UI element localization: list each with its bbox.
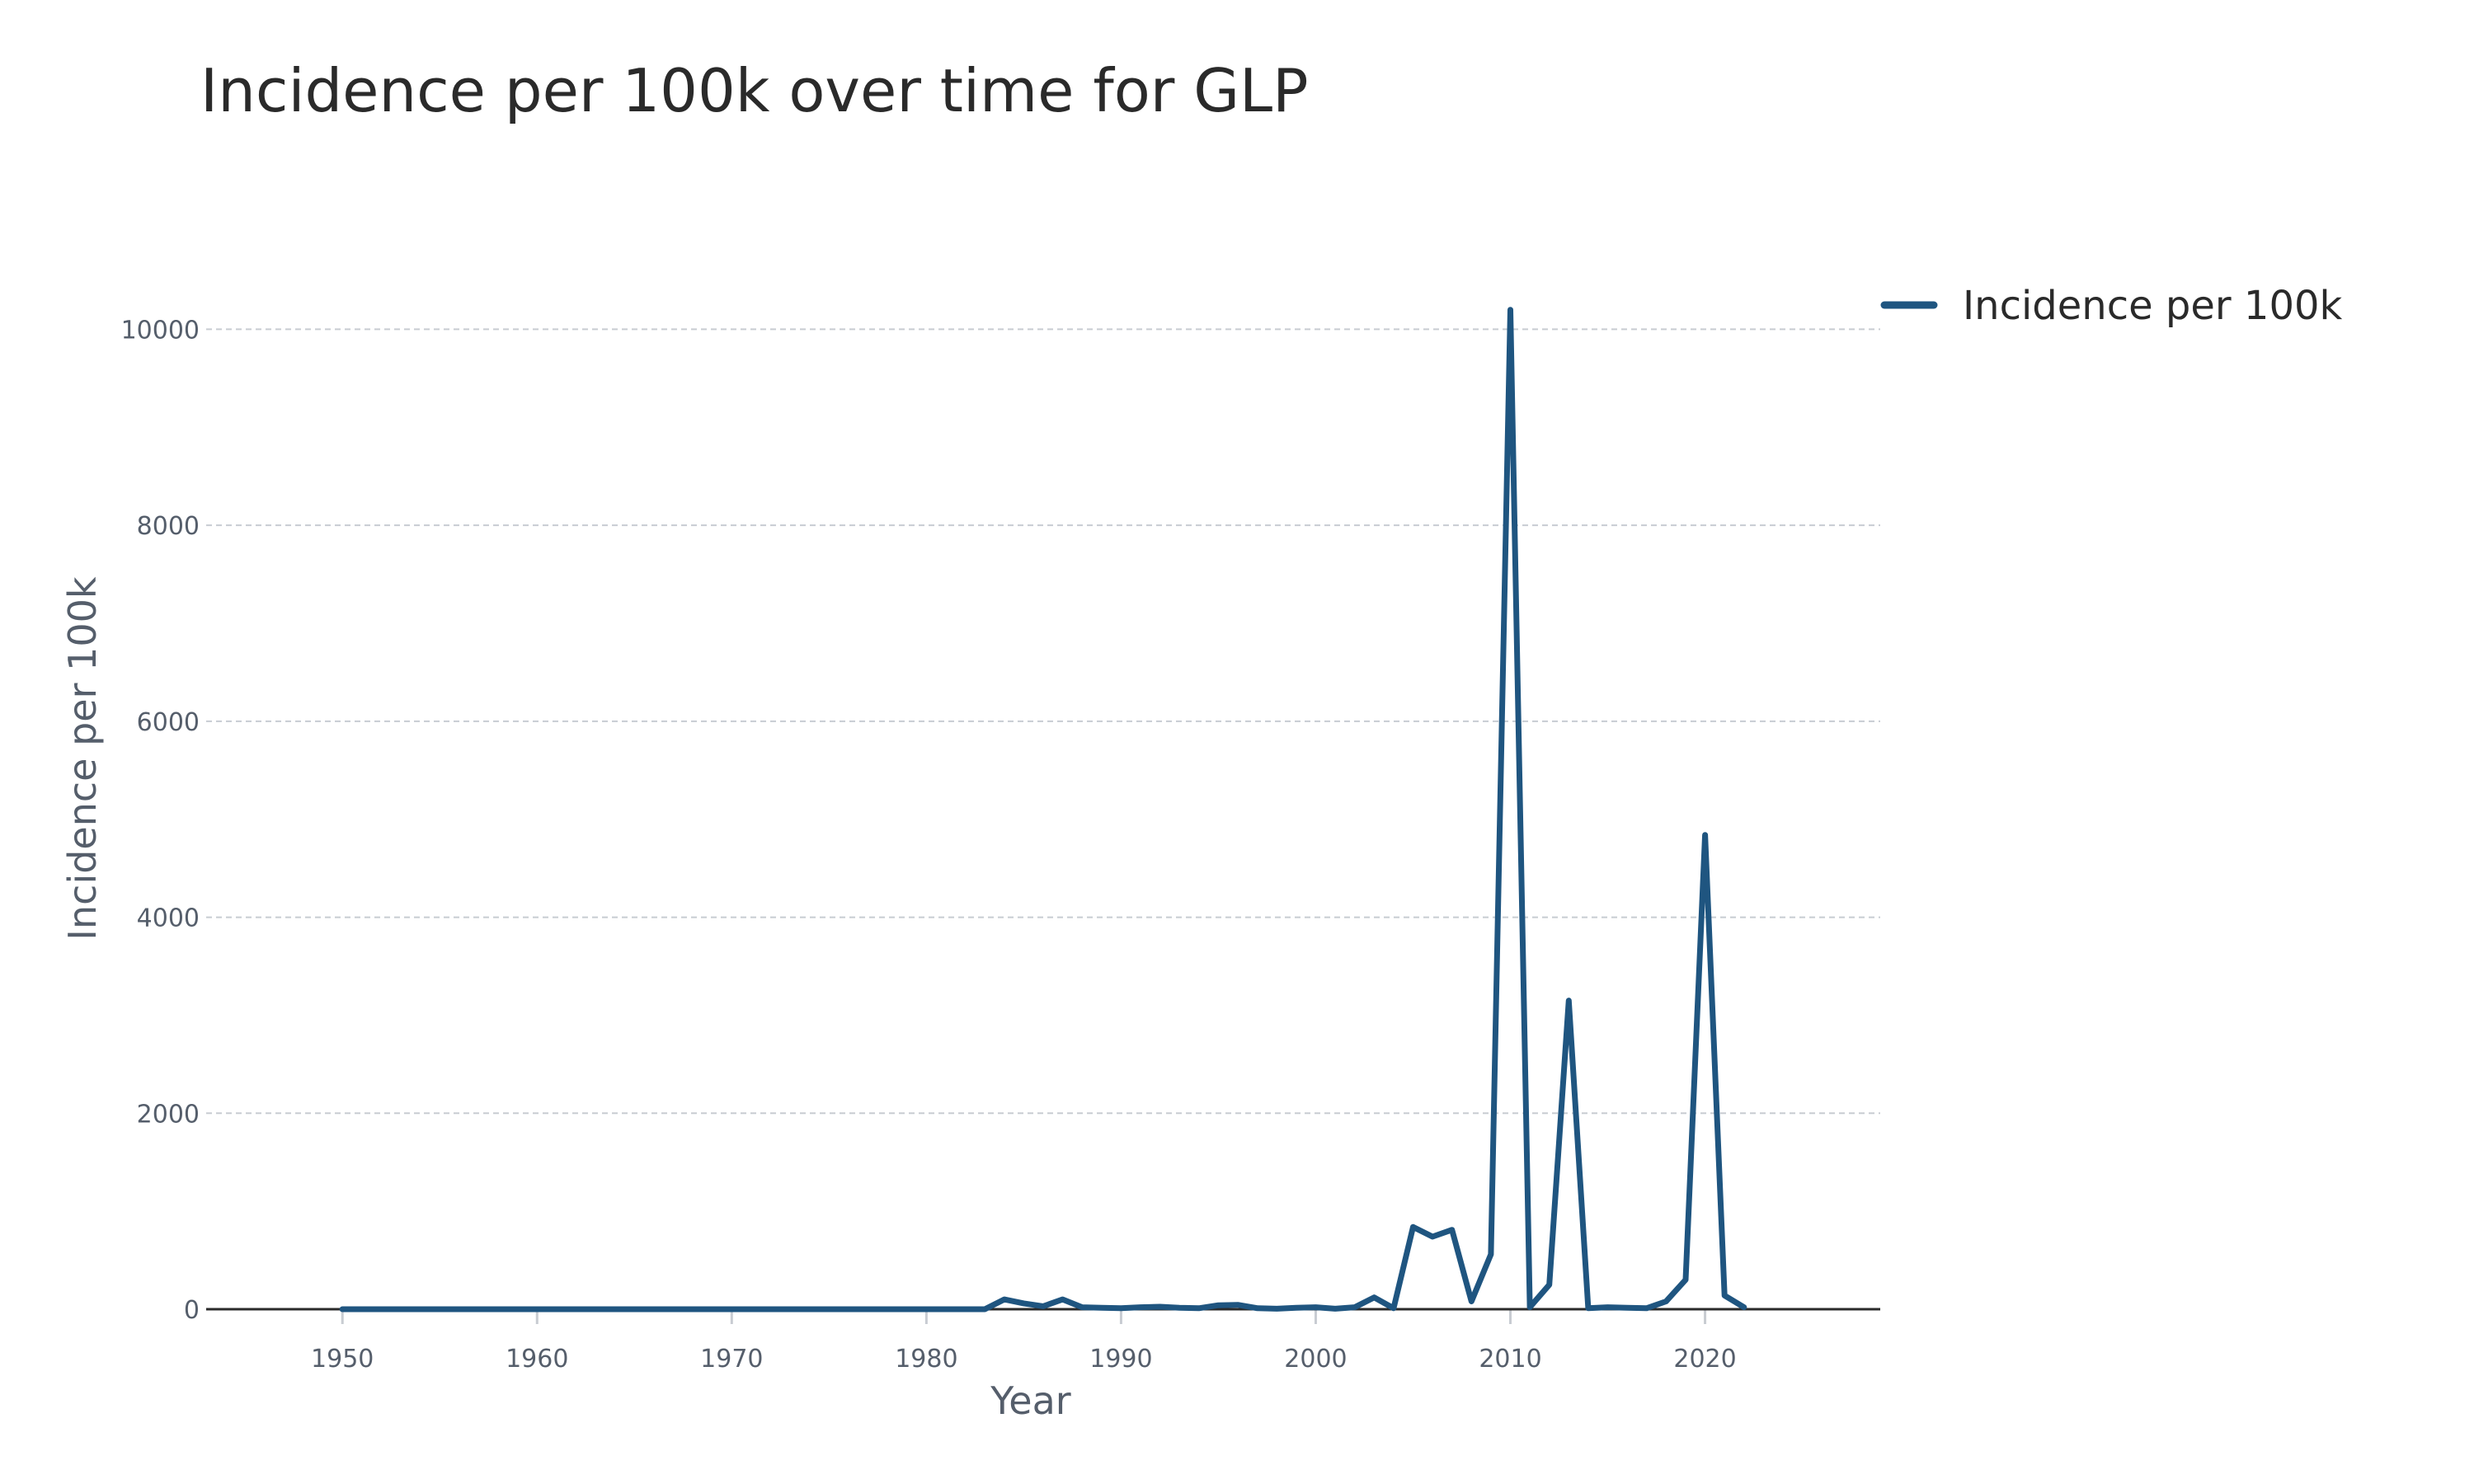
x-tick-label: 1950 (311, 1345, 374, 1374)
y-tick-label: 2000 (137, 1100, 200, 1129)
x-tick-label: 1990 (1089, 1345, 1152, 1374)
x-tick-label: 2000 (1284, 1345, 1347, 1374)
y-tick-label: 8000 (137, 512, 200, 541)
chart-title: Incidence per 100k over time for GLP (200, 56, 1309, 125)
y-tick-label: 0 (184, 1296, 200, 1325)
x-tick-label: 2010 (1479, 1345, 1541, 1374)
y-axis-title: Incidence per 100k (60, 576, 105, 940)
y-tick-label: 10000 (121, 316, 200, 345)
legend-label: Incidence per 100k (1963, 283, 2343, 329)
y-tick-label: 4000 (137, 904, 200, 933)
x-axis: 1950 1960 1970 1980 1990 2000 2010 2020 (311, 1309, 1737, 1374)
series-group (339, 307, 1747, 1313)
x-axis-title: Year (990, 1378, 1070, 1423)
x-tick-label: 1970 (700, 1345, 763, 1374)
gridlines (206, 328, 1880, 1115)
legend: Incidence per 100k (1880, 283, 2343, 329)
y-axis: 0 2000 4000 6000 8000 10000 (121, 316, 200, 1325)
x-tick-label: 2020 (1673, 1345, 1736, 1374)
x-tick-label: 1960 (506, 1345, 568, 1374)
x-tick-label: 1980 (895, 1345, 957, 1374)
series-line (339, 307, 1747, 1313)
y-tick-label: 6000 (137, 708, 200, 737)
